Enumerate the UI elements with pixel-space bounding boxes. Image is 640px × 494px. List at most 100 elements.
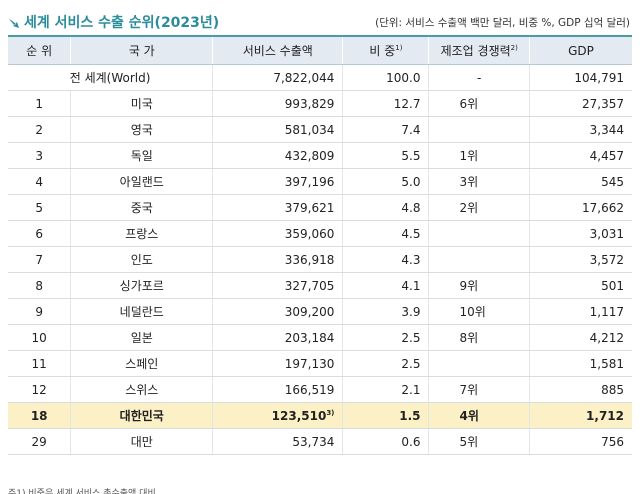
cell-text: 100.0 (386, 70, 421, 85)
cell: 327,705 (212, 272, 343, 299)
cell: 53,734 (212, 428, 343, 455)
column-header: 제조업 경쟁력2) (428, 35, 530, 65)
cell-text: 2.1 (401, 382, 421, 397)
cell-text: 1,117 (589, 304, 624, 319)
cell-text: 5.5 (401, 148, 421, 163)
cell: 4위 (428, 402, 530, 429)
data-row: 2 영국 581,034 7.4 3,344 (8, 116, 632, 143)
cell: 5 (8, 194, 71, 221)
cell: 3위 (428, 168, 530, 195)
cell-text: 2위 (459, 201, 479, 215)
cell-text: 영국 (130, 123, 153, 137)
header-label: 제조업 경쟁력 (440, 44, 511, 58)
cell-text: 대만 (130, 435, 153, 449)
cell-text: 4 (35, 174, 43, 189)
cell: 일본 (70, 324, 213, 351)
column-header: 서비스 수출액 (212, 35, 343, 65)
cell-text: 6 (35, 226, 43, 241)
cell-text: 309,200 (284, 304, 335, 319)
cell-text: 네덜란드 (119, 305, 164, 319)
cell: 중국 (70, 194, 213, 221)
cell: 10 (8, 324, 71, 351)
title-text: 세계 서비스 수출 순위(2023년) (24, 15, 220, 31)
cell-text: 3.9 (401, 304, 421, 319)
cell-text: 53,734 (292, 434, 335, 449)
cell: 166,519 (212, 376, 343, 403)
cell-text: 1,712 (586, 408, 624, 423)
cell: 0.6 (342, 428, 429, 455)
cell: 아일랜드 (70, 168, 213, 195)
cell: 309,200 (212, 298, 343, 325)
cell: 203,184 (212, 324, 343, 351)
cell: 29 (8, 428, 71, 455)
data-row: 10 일본 203,184 2.5 8위 4,212 (8, 324, 632, 351)
cell-text: 379,621 (284, 200, 335, 215)
cell (428, 116, 530, 143)
cell: 2위 (428, 194, 530, 221)
header-label: 순 위 (26, 44, 53, 58)
cell-text: 197,130 (284, 356, 335, 371)
cell: 4.3 (342, 246, 429, 273)
cell: 8 (8, 272, 71, 299)
cell: 미국 (70, 90, 213, 117)
cell-text: 3,031 (589, 226, 624, 241)
cell-text: 545 (601, 174, 624, 189)
cell-text: 104,791 (574, 70, 624, 85)
cell: 5.5 (342, 142, 429, 169)
cell-text: 581,034 (284, 122, 335, 137)
cell-text: 6위 (459, 97, 479, 111)
cell: 6 (8, 220, 71, 247)
cell: 1.5 (342, 402, 429, 429)
cell-text: 4.8 (401, 200, 421, 215)
cell: 스위스 (70, 376, 213, 403)
cell-text: 336,918 (284, 252, 335, 267)
cell-text: 4.1 (401, 278, 421, 293)
cell: 7.4 (342, 116, 429, 143)
cell-text: 4.3 (401, 252, 421, 267)
cell: 스페인 (70, 350, 213, 377)
cell-text: 2.5 (401, 330, 421, 345)
cell: 27,357 (528, 90, 632, 117)
cell-text: 1 (35, 96, 43, 111)
cell: 545 (528, 168, 632, 195)
cell: 3,572 (528, 246, 632, 273)
cell: 8위 (428, 324, 530, 351)
cell-text: 프랑스 (125, 227, 159, 241)
data-row: 29 대만 53,734 0.6 5위 756 (8, 428, 632, 455)
cell: 3,031 (528, 220, 632, 247)
cell: 1,581 (528, 350, 632, 377)
cell: 4 (8, 168, 71, 195)
cell: 6위 (428, 90, 530, 117)
cell: 756 (528, 428, 632, 455)
cell: 359,060 (212, 220, 343, 247)
cell: 397,196 (212, 168, 343, 195)
cell: 독일 (70, 142, 213, 169)
cell: 3,344 (528, 116, 632, 143)
cell-text: 싱가포르 (119, 279, 164, 293)
data-row: 11 스페인 197,130 2.5 1,581 (8, 350, 632, 377)
cell: 7위 (428, 376, 530, 403)
cell: 5위 (428, 428, 530, 455)
cell: 9위 (428, 272, 530, 299)
cell-text: 1위 (459, 149, 479, 163)
footnote: 주1) 비중은 세계 서비스 총수출액 대비 (8, 489, 156, 494)
cell: 197,130 (212, 350, 343, 377)
column-header: GDP (528, 35, 632, 65)
cell-text: - (477, 70, 482, 85)
cell-text: 인도 (130, 253, 153, 267)
data-row: 3 독일 432,809 5.5 1위 4,457 (8, 142, 632, 169)
cell-text: 17,662 (582, 200, 624, 215)
cell: 4,212 (528, 324, 632, 351)
cell-text: 12.7 (393, 96, 421, 111)
cell: 대한민국 (70, 402, 213, 429)
cell: 12 (8, 376, 71, 403)
cell-text: 327,705 (284, 278, 335, 293)
cell-note: 3) (326, 408, 335, 417)
cell: 1,117 (528, 298, 632, 325)
cell: 네덜란드 (70, 298, 213, 325)
cell: 영국 (70, 116, 213, 143)
cell-text: 397,196 (284, 174, 335, 189)
